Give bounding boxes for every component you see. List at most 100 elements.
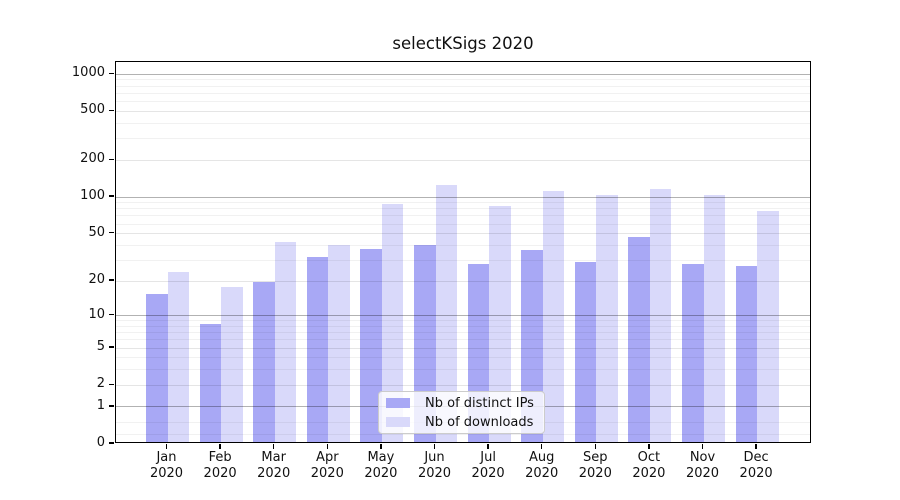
y-tick-mark: [109, 158, 114, 160]
x-tick-month: Jul: [480, 450, 496, 465]
gridline-20: [116, 280, 810, 282]
gridline-70: [116, 215, 810, 217]
plot-area: [115, 61, 811, 443]
bar-nb-of-distinct-ips-oct: [628, 237, 650, 442]
gridline-800: [116, 85, 810, 87]
bar-nb-of-distinct-ips-jan: [146, 293, 168, 442]
gridline-40: [116, 244, 810, 246]
x-tick-month: Sep: [583, 450, 608, 465]
gridline-2: [116, 384, 810, 386]
bar-nb-of-distinct-ips-mar: [253, 281, 275, 442]
x-tick-mark: [273, 444, 275, 449]
x-tick-year: 2020: [149, 465, 184, 481]
gridline-5: [116, 347, 810, 349]
x-tick-year: 2020: [203, 465, 237, 481]
gridline-10: [116, 315, 810, 317]
bar-nb-of-downloads-dec: [757, 211, 779, 442]
x-tick-year: 2020: [632, 465, 666, 481]
x-tick-mark: [594, 444, 596, 449]
gridline-8: [116, 325, 810, 327]
bar-nb-of-distinct-ips-sep: [574, 261, 597, 442]
chart-title: selectKSigs 2020: [392, 34, 534, 53]
x-tick-month: Feb: [208, 450, 232, 465]
gridline-0.2: [116, 433, 810, 435]
bar-nb-of-downloads-sep: [596, 195, 618, 442]
gridline-90: [116, 202, 810, 204]
bar-nb-of-downloads-jul: [489, 206, 511, 442]
gridline-30: [116, 259, 810, 261]
y-tick-mark: [109, 314, 114, 316]
bar-nb-of-distinct-ips-dec: [735, 265, 758, 442]
bar-nb-of-distinct-ips-nov: [682, 263, 704, 442]
x-tick-label-aug: Aug 2020: [509, 450, 575, 481]
bar-nb-of-distinct-ips-feb: [199, 324, 222, 442]
y-tick-mark: [109, 195, 114, 197]
x-tick-mark: [541, 444, 543, 449]
gridline-4: [116, 357, 810, 359]
gridline-900: [116, 79, 810, 81]
x-tick-label-mar: Mar 2020: [241, 450, 307, 481]
x-tick-month: Aug: [528, 450, 555, 465]
x-tick-mark: [487, 444, 489, 449]
legend-label-distinct-ips: Nb of distinct IPs: [425, 395, 534, 411]
x-tick-label-feb: Feb 2020: [187, 450, 253, 481]
x-tick-mark: [701, 444, 704, 449]
x-tick-mark: [755, 444, 757, 449]
y-tick-label: 500: [80, 102, 105, 118]
bar-nb-of-downloads-jun: [435, 185, 457, 442]
bar-nb-of-downloads-may: [381, 204, 404, 442]
x-tick-label-oct: Oct 2020: [616, 450, 682, 481]
x-tick-month: Oct: [637, 450, 661, 465]
x-tick-mark: [433, 444, 436, 449]
x-tick-label-may: May 2020: [348, 450, 414, 481]
gridline-400: [116, 122, 810, 124]
x-tick-year: 2020: [471, 465, 505, 481]
x-tick-year: 2020: [578, 465, 612, 481]
gridline-200: [116, 159, 810, 161]
gridline-300: [116, 138, 810, 140]
x-tick-month: Mar: [261, 450, 286, 465]
y-tick-mark: [109, 231, 114, 234]
gridline-700: [116, 92, 810, 94]
gridline-60: [116, 223, 810, 225]
x-tick-year: 2020: [417, 465, 452, 481]
x-tick-year: 2020: [310, 465, 344, 481]
x-tick-label-apr: Apr 2020: [294, 450, 360, 481]
x-tick-year: 2020: [257, 465, 291, 481]
legend-swatch-distinct-ips: [386, 398, 410, 408]
x-tick-year: 2020: [685, 465, 720, 481]
y-tick-mark: [109, 442, 114, 444]
gridline-6: [116, 339, 810, 341]
gridline-100: [116, 196, 810, 198]
gridline-50: [116, 233, 810, 235]
x-tick-month: Jun: [424, 450, 445, 465]
gridline-9: [116, 320, 810, 322]
gridline-600: [116, 101, 810, 103]
gridline-7: [116, 332, 810, 334]
gridline-3: [116, 369, 810, 371]
y-tick-label: 1000: [71, 65, 105, 81]
legend-swatch-downloads: [386, 417, 410, 427]
bar-nb-of-downloads-mar: [274, 242, 297, 442]
gridline-500: [116, 110, 810, 112]
bar-nb-of-distinct-ips-may: [360, 248, 382, 442]
y-tick-label: 2: [96, 376, 105, 392]
x-tick-year: 2020: [364, 465, 398, 481]
bar-nb-of-downloads-jan: [167, 271, 189, 442]
x-tick-mark: [219, 444, 221, 449]
x-tick-label-jun: Jun 2020: [402, 450, 468, 481]
bar-nb-of-downloads-aug: [542, 191, 565, 442]
x-tick-month: May: [367, 450, 395, 465]
x-tick-label-jul: Jul 2020: [455, 450, 521, 481]
bar-nb-of-downloads-feb: [221, 287, 243, 442]
legend-label-downloads: Nb of downloads: [425, 414, 534, 430]
bar-nb-of-distinct-ips-apr: [306, 256, 329, 442]
y-tick-mark: [109, 72, 114, 75]
y-tick-mark: [109, 405, 114, 407]
x-tick-month: Jan: [156, 450, 177, 465]
y-tick-label: 20: [88, 272, 105, 288]
y-tick-mark: [109, 109, 114, 112]
x-tick-month: Nov: [689, 450, 716, 465]
bar-nb-of-downloads-oct: [649, 189, 672, 442]
